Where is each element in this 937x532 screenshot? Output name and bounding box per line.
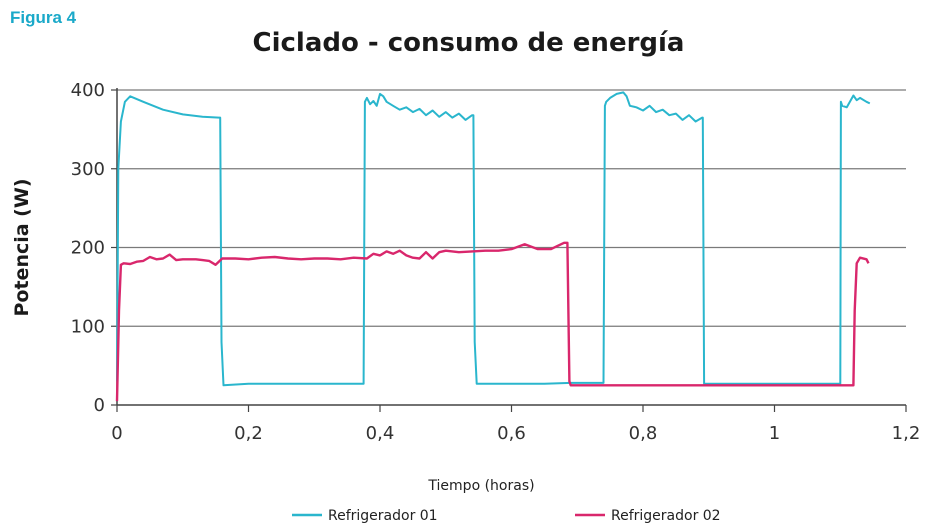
x-tick-label: 0,4 bbox=[366, 423, 395, 444]
series-line-1 bbox=[116, 91, 871, 387]
x-tick-label: 0,8 bbox=[629, 423, 658, 444]
x-axis-label: Tiempo (horas) bbox=[427, 478, 534, 494]
legend-label-1: Refrigerador 01 bbox=[328, 508, 438, 524]
y-tick-label: 300 bbox=[71, 159, 105, 180]
x-tick-label: 1,2 bbox=[892, 423, 921, 444]
y-tick-label: 0 bbox=[94, 395, 105, 416]
series-line-2 bbox=[115, 241, 870, 402]
x-tick-label: 0 bbox=[111, 423, 122, 444]
x-tick-label: 0,6 bbox=[497, 423, 526, 444]
chart-title: Ciclado - consumo de energía bbox=[252, 28, 685, 58]
figure-label: Figura 4 bbox=[10, 8, 77, 27]
y-tick-label: 400 bbox=[71, 80, 105, 101]
y-tick-label: 200 bbox=[71, 238, 105, 259]
y-axis-label: Potencia (W) bbox=[11, 178, 33, 316]
legend-label-2: Refrigerador 02 bbox=[611, 508, 721, 524]
x-tick-label: 0,2 bbox=[234, 423, 263, 444]
x-tick-label: 1 bbox=[769, 423, 780, 444]
y-tick-label: 100 bbox=[71, 316, 105, 337]
